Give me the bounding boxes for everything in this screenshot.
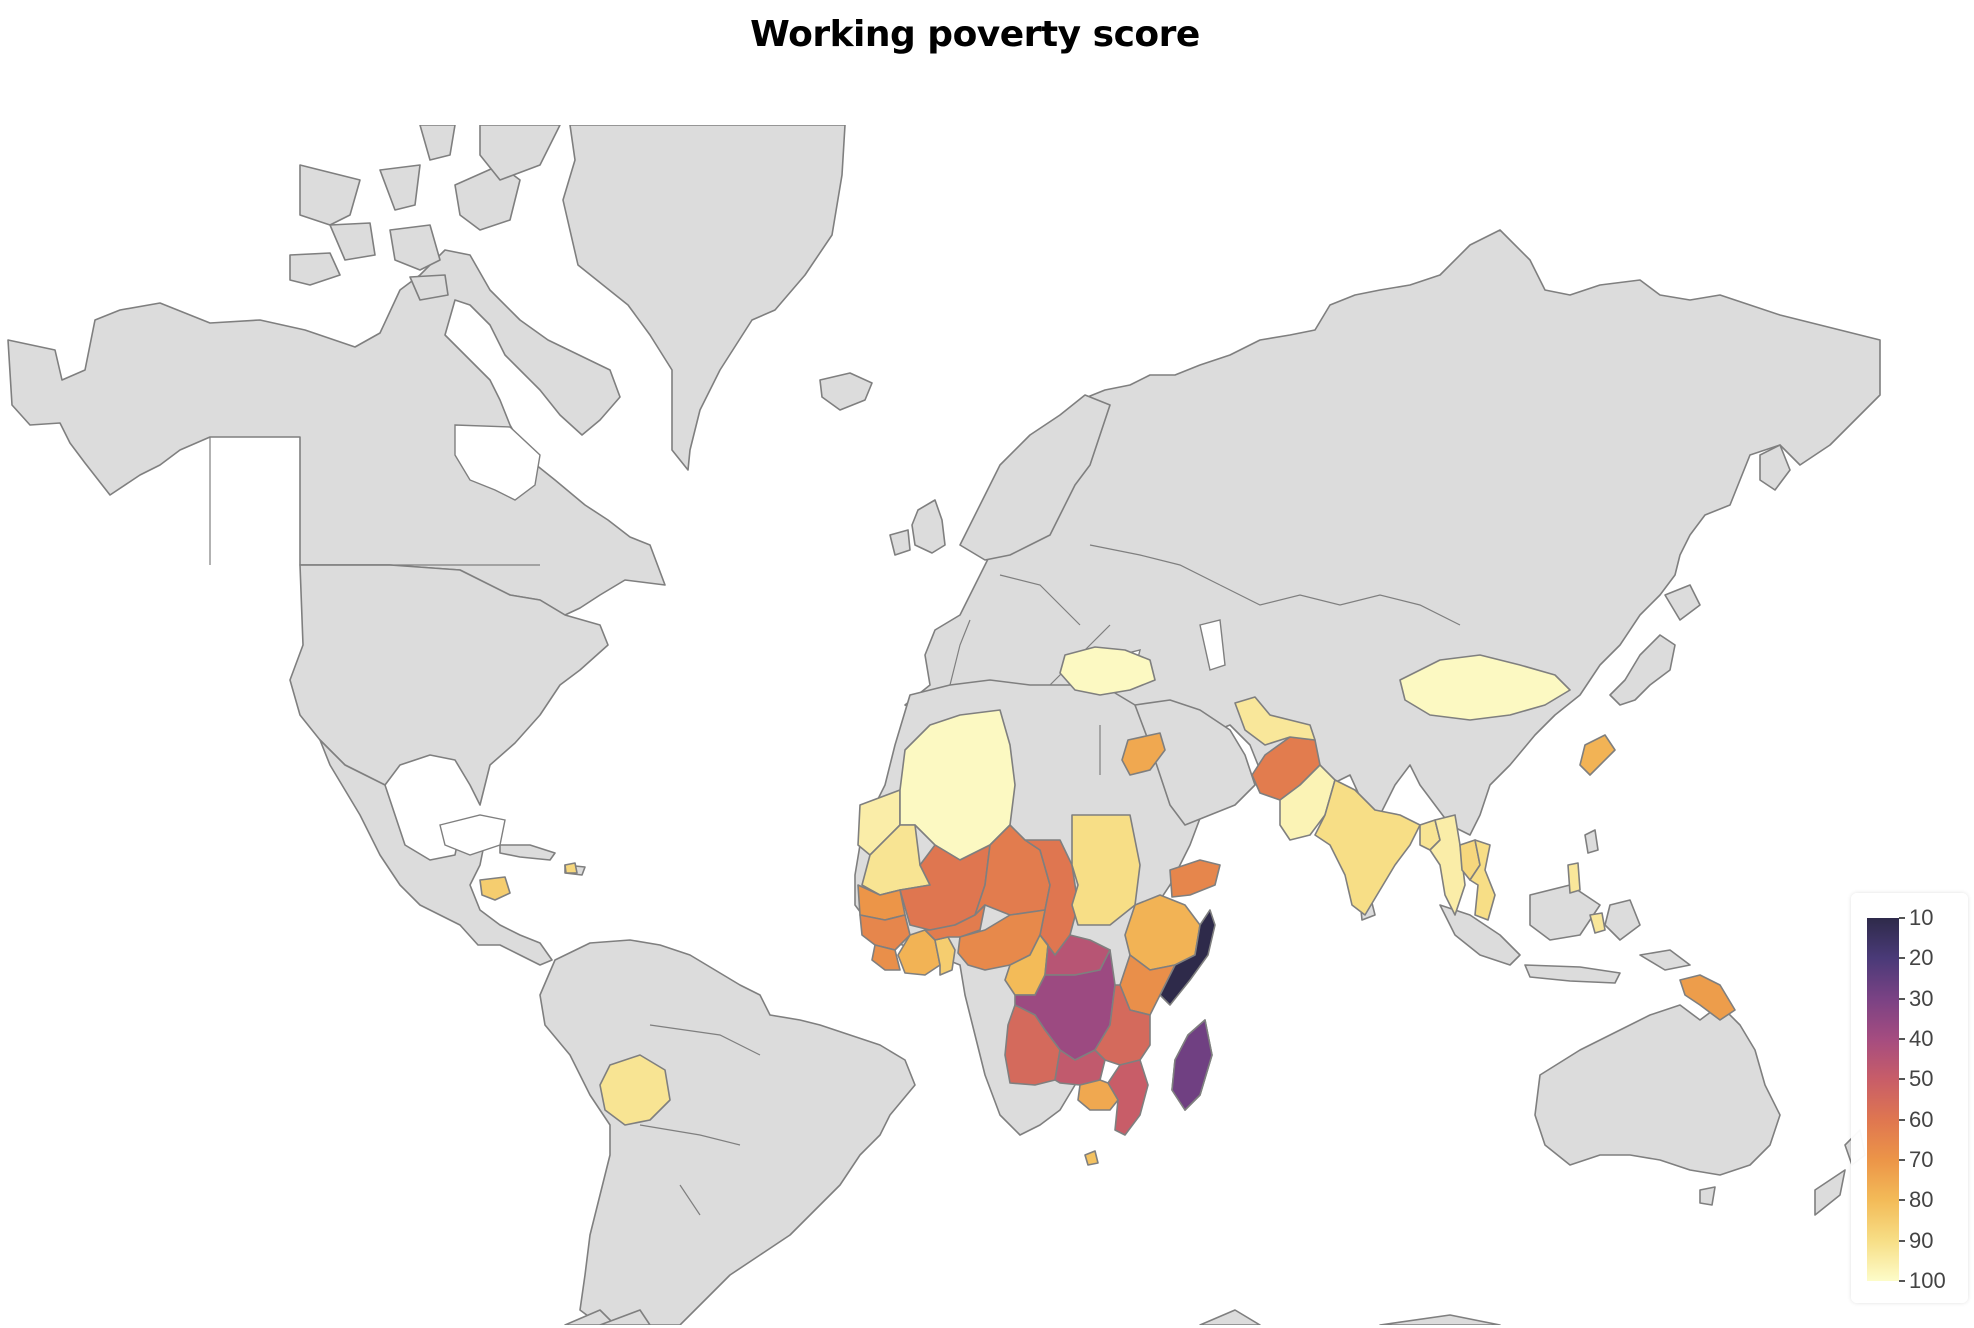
- land-greenland: [562, 125, 846, 471]
- colorbar-tick: 30: [1899, 986, 1965, 1011]
- colorbar-tick: 90: [1899, 1228, 1965, 1253]
- country-mongolia: [1399, 654, 1571, 721]
- country-algeria: [899, 709, 1016, 861]
- country-guinea: [859, 914, 911, 951]
- land-arabia: [1134, 699, 1256, 826]
- land-base: [7, 125, 1881, 1325]
- colorbar-tick: 40: [1899, 1026, 1965, 1051]
- colorbar-tick: 60: [1899, 1107, 1965, 1132]
- country-lesotho: [1084, 1150, 1099, 1166]
- colorbar-tick: 10: [1899, 906, 1965, 930]
- land-japan: [1609, 634, 1676, 706]
- colorbar-gradient: [1867, 918, 1899, 1281]
- colorbar-ticks: 10 20 30 40 50 60 70 80 90 100: [1899, 906, 1965, 1293]
- country-sierra-leone: [871, 944, 901, 971]
- map-title: Working poverty score: [750, 14, 1200, 55]
- land-eurasia: [904, 229, 1881, 836]
- country-honduras: [479, 876, 511, 901]
- country-yemen: [1169, 859, 1221, 898]
- country-madagascar: [1171, 1019, 1213, 1111]
- land-mexico: [319, 739, 553, 966]
- country-vietnam: [1469, 839, 1496, 921]
- country-ukraine: [1059, 646, 1156, 696]
- colorbar-tick: 100: [1899, 1269, 1965, 1293]
- country-pakistan: [1279, 764, 1336, 841]
- colorbar-tick: 50: [1899, 1067, 1965, 1091]
- country-sudan: [1071, 814, 1141, 926]
- land-north-america-north: [7, 249, 666, 616]
- country-tanzania: [1094, 984, 1151, 1066]
- country-north-korea: [1579, 734, 1616, 776]
- country-uzbekistan: [1234, 696, 1316, 746]
- land-iceland: [819, 372, 873, 411]
- country-haiti: [564, 862, 578, 874]
- country-syria: [1121, 732, 1166, 776]
- land-uk: [911, 499, 946, 554]
- land-scandinavia: [959, 394, 1111, 561]
- country-myanmar: [1429, 814, 1466, 916]
- country-india: [1314, 779, 1421, 916]
- land-south-america: [539, 939, 916, 1325]
- colorbar-tick: 70: [1899, 1148, 1965, 1172]
- country-philippines: [1567, 862, 1581, 894]
- colorbar-tick: 20: [1899, 946, 1965, 970]
- colorbar-tick: 80: [1899, 1188, 1965, 1212]
- land-indonesia: [1439, 904, 1521, 966]
- country-fills: [479, 646, 1736, 1166]
- country-philippines-south: [1589, 912, 1606, 934]
- colorbar-legend: 10 20 30 40 50 60 70 80 90 100: [1851, 893, 1968, 1303]
- country-angola: [1004, 1004, 1061, 1086]
- country-papua-new-guinea: [1679, 974, 1736, 1021]
- country-bolivia: [599, 1054, 671, 1126]
- land-australia: [1534, 1004, 1781, 1176]
- choropleth-map: [0, 125, 1974, 1325]
- country-borders: [209, 437, 1461, 1216]
- country-zimbabwe: [1077, 1079, 1119, 1111]
